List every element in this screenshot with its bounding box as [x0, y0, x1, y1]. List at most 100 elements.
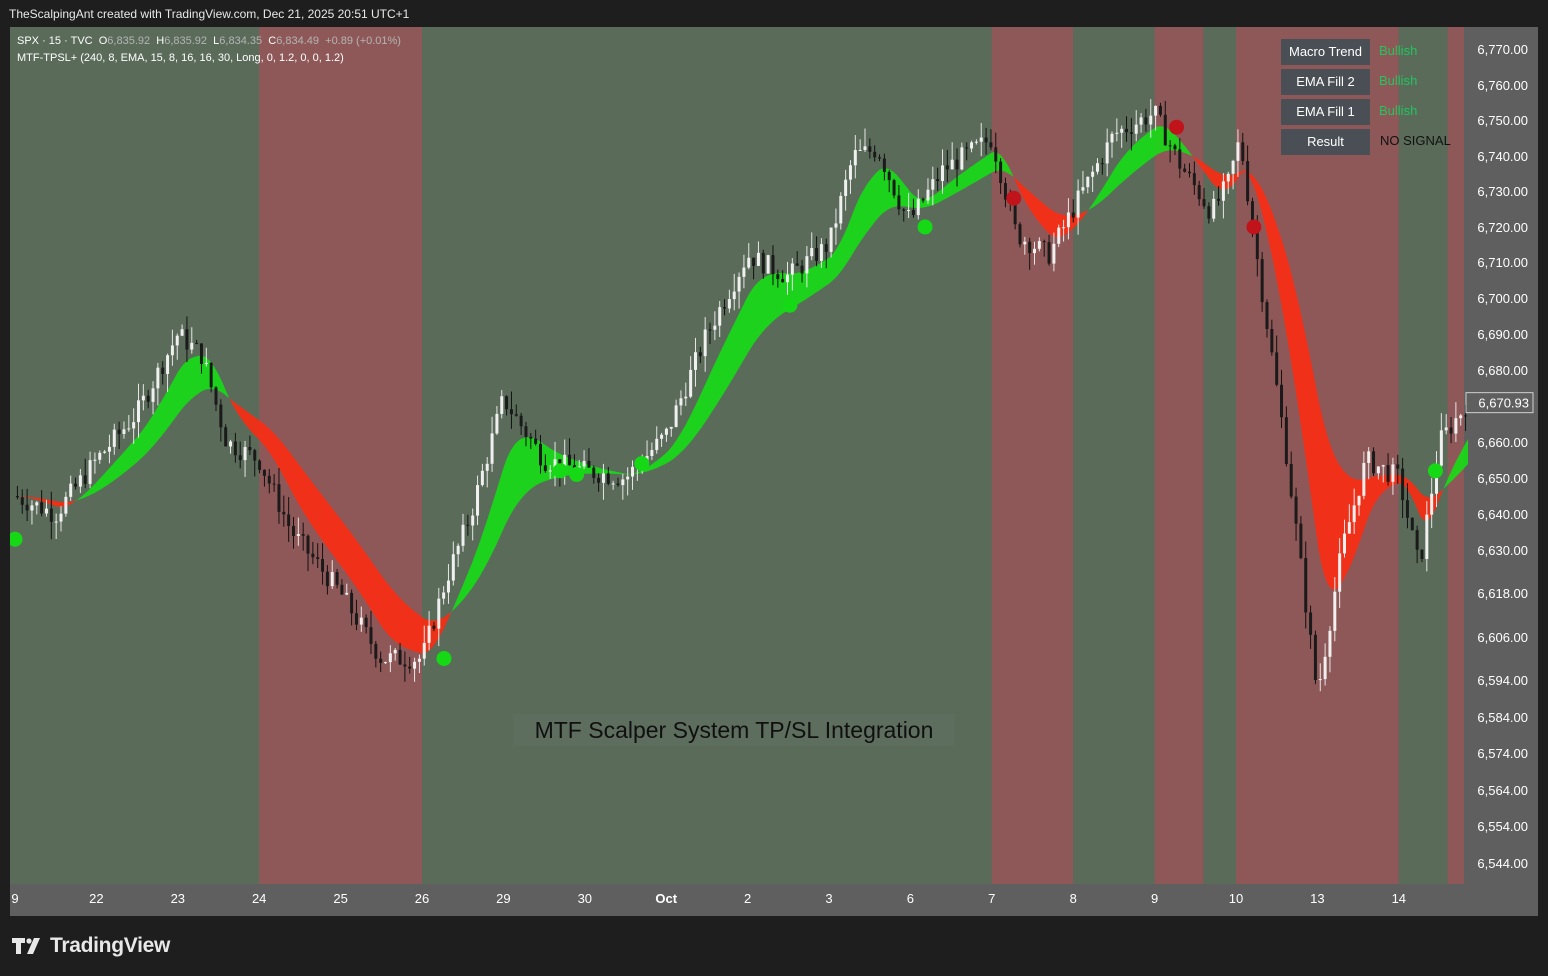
candle-body	[989, 142, 993, 148]
price-chart[interactable]: 6,770.00 6,760.00 6,750.00 6,740.00 6,730.00…	[10, 27, 1538, 916]
candle-body	[442, 592, 446, 599]
candle-body	[727, 299, 731, 309]
price-tick-label: 6,554.00	[1477, 819, 1528, 834]
candle-body	[350, 592, 354, 614]
candle-body	[146, 395, 150, 402]
candle-body	[810, 248, 814, 257]
candle-body	[238, 455, 242, 461]
candle-body	[723, 307, 727, 309]
time-tick-label: 22	[89, 891, 103, 906]
author-credit: TheScalpingAnt created with TradingView.…	[9, 7, 410, 21]
candle-body	[1309, 612, 1313, 635]
candle-body	[674, 405, 678, 427]
tradingview-logo[interactable]: TradingView	[12, 934, 170, 958]
chart-area[interactable]: 6,770.00 6,760.00 6,750.00 6,740.00 6,730.00…	[10, 27, 1538, 916]
candle-body	[1333, 591, 1337, 631]
candle-body	[747, 257, 751, 268]
panel-label: EMA Fill 1	[1281, 99, 1370, 125]
candle-body	[1372, 451, 1376, 474]
candle-body	[243, 447, 247, 461]
candle-body	[601, 473, 605, 483]
candle-body	[1275, 352, 1279, 385]
candle-body	[892, 180, 896, 196]
time-tick-label: 30	[578, 891, 592, 906]
top-bar: TheScalpingAnt created with TradingView.…	[0, 0, 1548, 27]
time-tick-label: 6	[907, 891, 914, 906]
indicator-legend[interactable]: MTF-TPSL+ (240, 8, EMA, 15, 8, 16, 16, 3…	[17, 52, 344, 64]
candle-body	[1280, 384, 1284, 418]
candle-body	[1362, 462, 1366, 496]
candle-body	[1415, 530, 1419, 550]
candle-body	[398, 649, 402, 665]
candle-body	[911, 210, 915, 216]
candle-body	[931, 179, 935, 190]
candle-body	[1091, 171, 1095, 177]
candle-body	[776, 274, 780, 280]
candle-body	[204, 362, 208, 364]
candle-body	[137, 400, 141, 423]
price-tick-label: 6,584.00	[1477, 710, 1528, 725]
candle-body	[335, 572, 339, 585]
candle-body	[330, 572, 334, 587]
candle-body	[631, 466, 635, 477]
candle-body	[1013, 201, 1017, 225]
candle-body	[311, 553, 315, 558]
candle-body	[98, 452, 102, 460]
candle-body	[626, 476, 630, 480]
indicator-label[interactable]: MTF-TPSL+ (240, 8, EMA, 15, 8, 16, 16, 3…	[17, 52, 344, 64]
candle-body	[1129, 132, 1133, 134]
price-tick-label: 6,730.00	[1477, 184, 1528, 199]
candle-body	[1405, 500, 1409, 518]
candle-body	[1328, 630, 1332, 657]
candle-body	[408, 666, 412, 669]
candle-body	[132, 422, 136, 429]
candle-body	[1246, 161, 1250, 202]
price-tick-label: 6,680.00	[1477, 363, 1528, 378]
last-price-marker	[1465, 392, 1534, 414]
candle-body	[926, 189, 930, 201]
candle-body	[534, 438, 538, 444]
candle-body	[485, 463, 489, 471]
candle-body	[500, 396, 504, 414]
candle-body	[553, 459, 557, 471]
candle-body	[902, 209, 906, 211]
candle-body	[20, 497, 24, 505]
candle-body	[54, 521, 58, 523]
candle-body	[306, 535, 310, 554]
high-value: 6,835.92	[164, 35, 208, 47]
candle-body	[786, 274, 790, 283]
candle-body	[345, 592, 349, 595]
candle-body	[737, 276, 741, 292]
candle-body	[800, 265, 804, 274]
candle-body	[742, 267, 746, 277]
panel-value: NO SIGNAL	[1380, 133, 1451, 148]
candle-body	[1420, 549, 1424, 559]
price-tick-label: 6,700.00	[1477, 291, 1528, 306]
candle-body	[1299, 523, 1303, 559]
time-tick-label: 8	[1070, 891, 1077, 906]
candle-body	[1197, 185, 1201, 200]
signal-dot-short	[1169, 119, 1185, 135]
candle-body	[1178, 149, 1182, 169]
price-tick-label: 6,740.00	[1477, 149, 1528, 164]
candle-body	[703, 329, 707, 357]
candle-body	[103, 451, 107, 453]
signal-dot-short	[1006, 190, 1022, 206]
candle-body	[1386, 465, 1390, 482]
candle-body	[1435, 465, 1439, 494]
candle-body	[49, 508, 53, 522]
candle-body	[936, 179, 940, 182]
candle-body	[543, 465, 547, 472]
panel-row-result: Result NO SIGNAL	[1281, 128, 1461, 158]
candle-body	[1047, 242, 1051, 264]
candle-body	[718, 307, 722, 326]
candle-body	[151, 388, 155, 402]
candle-body	[1347, 522, 1351, 534]
candle-body	[853, 150, 857, 166]
candle-body	[195, 342, 199, 344]
candle-body	[471, 515, 475, 526]
chart-watermark: MTF Scalper System TP/SL Integration	[513, 714, 955, 746]
candle-body	[960, 147, 964, 170]
candle-body	[1042, 241, 1046, 243]
candle-body	[1028, 241, 1032, 254]
